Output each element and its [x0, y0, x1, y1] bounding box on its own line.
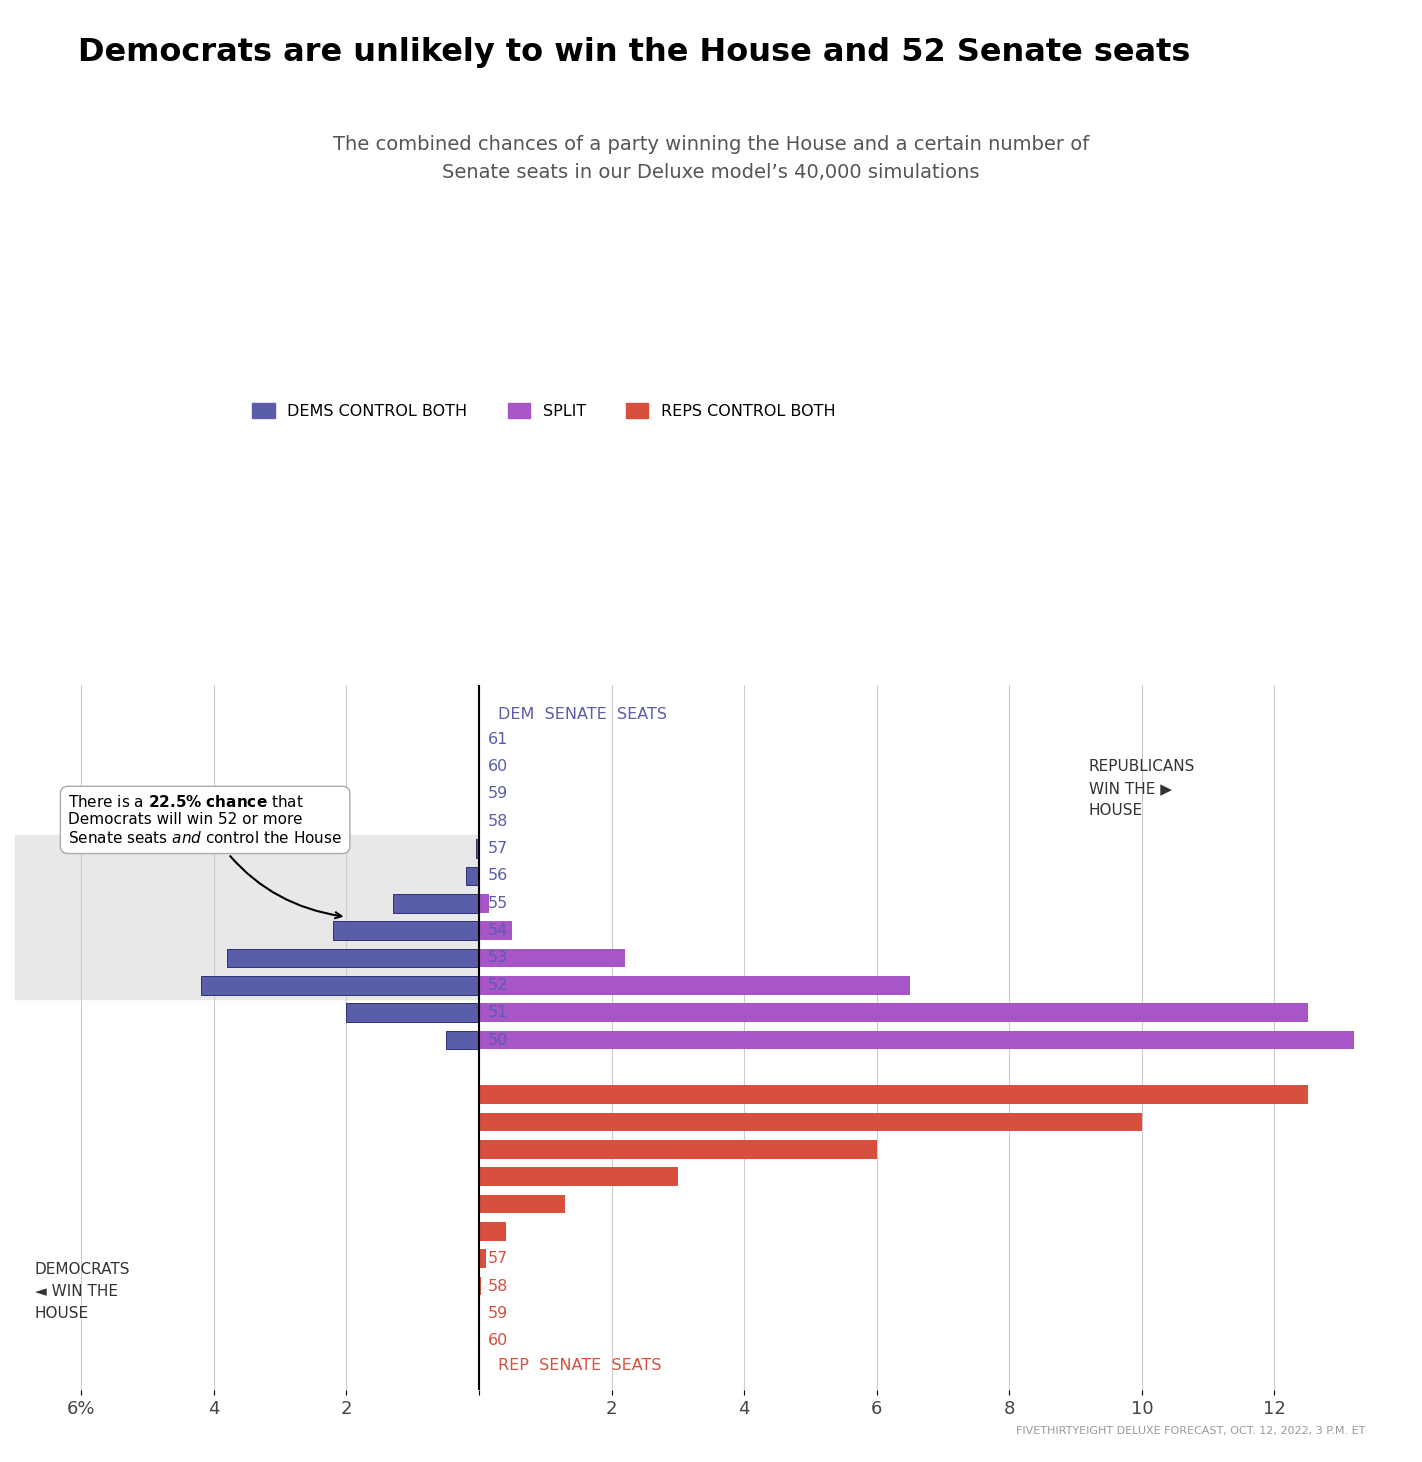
Bar [479, 1113, 1142, 1132]
Bar [333, 921, 479, 940]
Text: 53: 53 [488, 950, 508, 965]
Text: 61: 61 [488, 731, 508, 747]
Bar [479, 1140, 877, 1159]
Bar [479, 977, 910, 994]
Text: 55: 55 [488, 1196, 508, 1212]
Text: 54: 54 [488, 923, 508, 939]
Text: 56: 56 [488, 1224, 508, 1238]
Text: 57: 57 [488, 841, 508, 857]
Text: 55: 55 [488, 896, 508, 911]
Text: 57: 57 [488, 1251, 508, 1266]
Text: REP  SENATE  SEATS: REP SENATE SEATS [498, 1358, 661, 1373]
Text: The combined chances of a party winning the House and a certain number of
Senate: The combined chances of a party winning … [333, 135, 1089, 181]
Bar [479, 893, 489, 912]
Text: 51: 51 [488, 1088, 508, 1102]
Text: 54: 54 [488, 1170, 508, 1184]
Bar [228, 949, 479, 968]
Bar [479, 1085, 1308, 1104]
Text: 60: 60 [488, 759, 508, 773]
Bar [479, 1222, 505, 1241]
Text: 50: 50 [488, 1032, 508, 1047]
Bar [476, 839, 479, 858]
Text: DEMOCRATS
◄ WIN THE
HOUSE: DEMOCRATS ◄ WIN THE HOUSE [36, 1262, 131, 1322]
Bar [392, 893, 479, 912]
Text: DEM  SENATE  SEATS: DEM SENATE SEATS [498, 708, 667, 722]
Bar [479, 921, 512, 940]
Text: 58: 58 [488, 814, 508, 829]
Bar [447, 1031, 479, 1050]
Text: 52: 52 [488, 1114, 508, 1130]
Bar [479, 1276, 481, 1295]
Text: 58: 58 [488, 1279, 508, 1294]
Text: There is a $\bf{22.5\%\ chance}$ that
Democrats will win 52 or more
Senate seats: There is a $\bf{22.5\%\ chance}$ that De… [68, 794, 343, 918]
Text: 53: 53 [488, 1142, 508, 1156]
Bar [479, 1085, 505, 1104]
Bar [479, 949, 624, 968]
Text: 51: 51 [488, 1006, 508, 1020]
Text: 60: 60 [488, 1333, 508, 1348]
Bar [466, 867, 479, 885]
Text: 59: 59 [488, 1306, 508, 1322]
Bar [479, 1003, 1308, 1022]
Text: REPUBLICANS
WIN THE ▶
HOUSE: REPUBLICANS WIN THE ▶ HOUSE [1089, 759, 1196, 819]
Bar [479, 1031, 1354, 1050]
Bar [347, 1003, 479, 1022]
Text: FIVETHIRTYEIGHT DELUXE FORECAST, OCT. 12, 2022, 3 P.M. ET: FIVETHIRTYEIGHT DELUXE FORECAST, OCT. 12… [1015, 1425, 1365, 1436]
Bar [479, 1250, 486, 1268]
Text: Democrats are unlikely to win the House and 52 Senate seats: Democrats are unlikely to win the House … [78, 37, 1190, 67]
Bar [201, 977, 479, 994]
Text: 59: 59 [488, 787, 508, 801]
Text: 56: 56 [488, 868, 508, 883]
Text: 52: 52 [488, 978, 508, 993]
Bar [479, 1194, 565, 1213]
Legend: DEMS CONTROL BOTH, SPLIT, REPS CONTROL BOTH: DEMS CONTROL BOTH, SPLIT, REPS CONTROL B… [246, 396, 842, 425]
Bar [479, 1168, 678, 1186]
